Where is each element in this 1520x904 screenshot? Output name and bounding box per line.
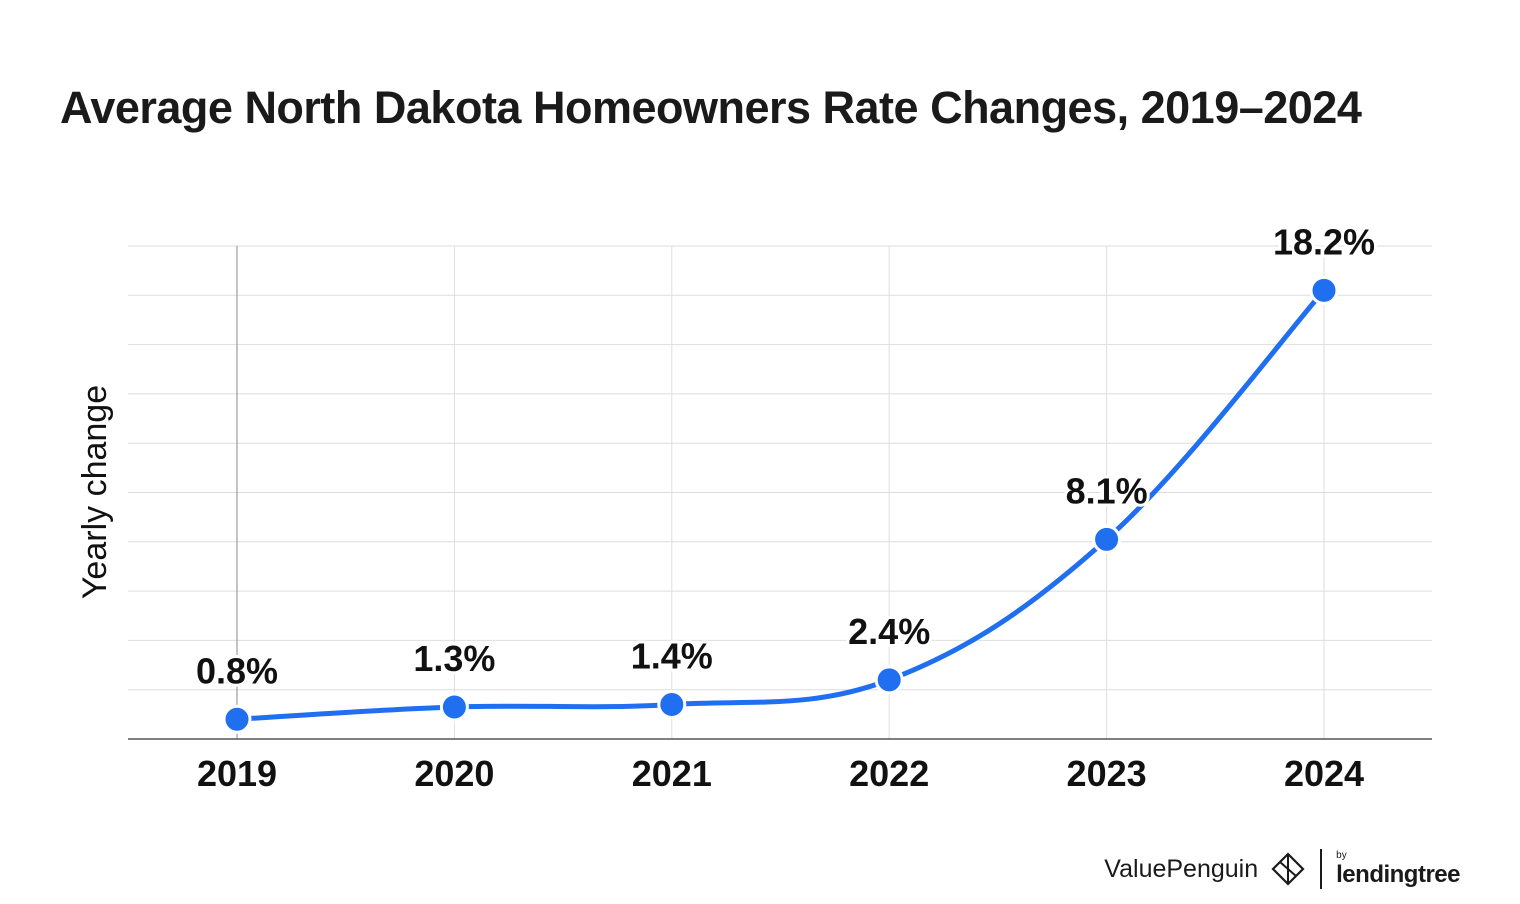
x-tick-label: 2021 [632, 753, 712, 794]
brand-divider [1320, 849, 1323, 889]
data-label: 8.1% [1066, 470, 1148, 511]
partner-by: by [1336, 850, 1347, 861]
x-tick-label: 2020 [414, 753, 494, 794]
brand-logo: ValuePenguin by lendingtree [1104, 844, 1460, 894]
data-point [1309, 275, 1339, 305]
chart-title: Average North Dakota Homeowners Rate Cha… [60, 82, 1362, 133]
data-point [222, 704, 252, 734]
data-label: 2.4% [848, 611, 930, 652]
partner-name: lendingtree [1336, 861, 1460, 888]
data-label: 0.8% [196, 650, 278, 691]
gridlines [128, 245, 1432, 739]
data-point [1092, 524, 1122, 554]
partner-logo: by lendingtree [1336, 851, 1460, 887]
x-tick-label: 2024 [1284, 753, 1364, 794]
x-tick-label: 2023 [1067, 753, 1147, 794]
x-tick-labels: 2019 2020 2021 2022 2023 2024 [197, 753, 1364, 794]
data-point [657, 689, 687, 719]
x-tick-label: 2019 [197, 753, 277, 794]
data-label: 1.3% [413, 638, 495, 679]
data-point [874, 665, 904, 695]
x-tick-label: 2022 [849, 753, 929, 794]
series-line [234, 287, 1327, 722]
y-axis-label: Yearly change [76, 385, 114, 599]
brand-name: ValuePenguin [1104, 854, 1259, 883]
data-points [222, 275, 1339, 734]
series-line-path [234, 287, 1327, 722]
valuepenguin-logo-icon [1271, 852, 1305, 886]
data-labels: 0.8% 1.3% 1.4% 2.4% 8.1% 18.2% [193, 218, 1378, 694]
data-point [439, 692, 469, 722]
data-label: 1.4% [631, 635, 713, 676]
data-label: 18.2% [1273, 221, 1375, 262]
